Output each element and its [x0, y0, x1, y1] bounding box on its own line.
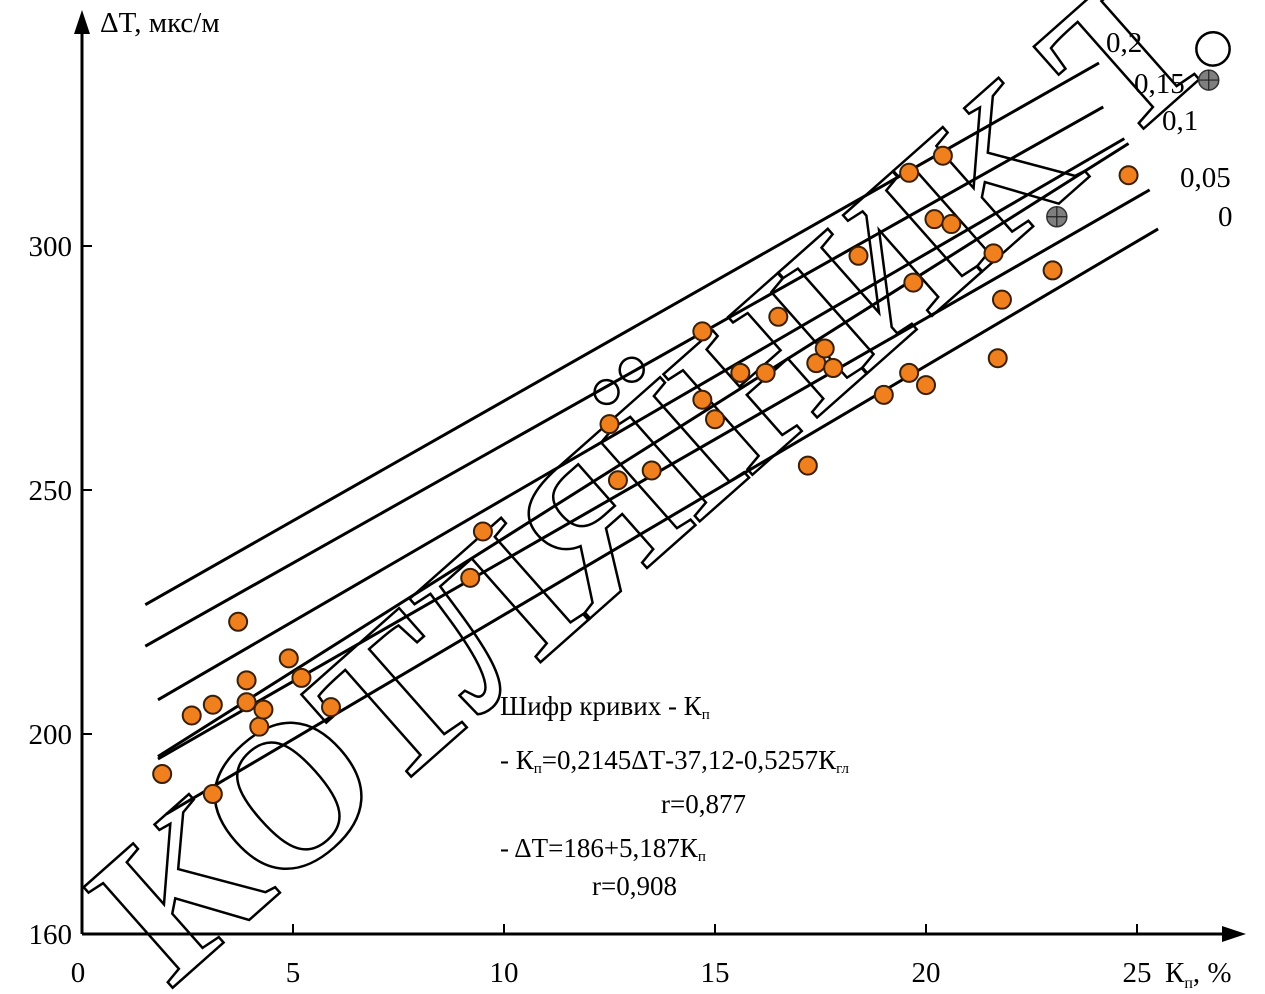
x-tick-label: 5: [286, 957, 301, 989]
curve-line: [157, 142, 1130, 758]
data-point: [705, 409, 725, 430]
curve-code-legend: Шифр кривих - Кп: [500, 691, 710, 723]
data-point: [291, 667, 312, 688]
chart-labels: ΔT, мкс/м Кп, %: [100, 7, 1232, 992]
data-point: [692, 321, 713, 342]
curve-label: 0,1: [1162, 105, 1198, 137]
data-point: [899, 162, 920, 183]
data-point: [320, 697, 341, 718]
curve-line: [144, 105, 1104, 648]
data-point: [814, 338, 835, 359]
data-point: [941, 214, 962, 235]
outlier-point: [1197, 69, 1220, 91]
curve-line: [157, 137, 1126, 702]
curve-label: 0,15: [1134, 68, 1185, 100]
x-tick-label: 10: [490, 957, 519, 989]
data-point: [1042, 260, 1063, 281]
data-point: [460, 567, 481, 588]
data-point: [181, 705, 202, 726]
data-point: [987, 348, 1008, 369]
data-points: [152, 69, 1220, 804]
porosity-regression-formula: - Кп=0,2145ΔТ-37,12-0,5257Кгл: [500, 745, 849, 777]
data-point: [983, 243, 1004, 264]
data-point: [873, 384, 894, 405]
curve-label: 0: [1218, 201, 1233, 233]
data-point: [472, 521, 493, 542]
x-tick-label: 25: [1123, 957, 1152, 989]
data-point: [249, 716, 270, 737]
data-point: [932, 145, 953, 166]
data-point: [202, 694, 223, 715]
data-point: [924, 209, 945, 230]
x-tick-label: 0: [71, 957, 86, 989]
correlation-coefficient-2: r=0,908: [592, 871, 677, 901]
data-point: [607, 470, 628, 491]
data-point: [236, 670, 257, 691]
y-tick-label: 300: [29, 231, 73, 263]
x-axis-arrow: [1222, 926, 1246, 942]
axis-ticks: 0 5 10 15 20 25 160 200 250 300: [29, 231, 1152, 989]
data-point: [278, 648, 299, 669]
data-point: [916, 375, 936, 396]
data-point: [899, 362, 920, 383]
interval-time-regression-formula: - ΔТ=186+5,187Кп: [500, 833, 706, 865]
data-point: [253, 699, 274, 720]
y-axis-label: ΔT, мкс/м: [100, 7, 220, 39]
data-point: [797, 455, 818, 476]
data-point: [202, 784, 223, 804]
curve-label: 0,2: [1106, 27, 1142, 59]
data-point: [692, 389, 713, 410]
data-point: [152, 764, 173, 784]
y-tick-label: 160: [29, 919, 73, 951]
data-point: [228, 611, 249, 632]
chart-axes: [74, 10, 1246, 942]
data-point: [641, 460, 662, 481]
x-axis-label: Кп, %: [1165, 957, 1232, 992]
data-point: [768, 306, 789, 327]
data-point: [991, 289, 1012, 310]
outlier-point: [1046, 205, 1068, 228]
data-point: [599, 414, 620, 435]
x-tick-label: 20: [912, 957, 941, 989]
data-point: [823, 358, 844, 378]
y-tick-label: 250: [29, 475, 73, 507]
y-tick-label: 200: [29, 719, 73, 751]
y-axis-arrow: [74, 10, 90, 34]
data-point: [236, 692, 257, 713]
data-point: [730, 362, 751, 383]
data-point: [755, 362, 776, 383]
data-point: [903, 272, 924, 293]
correlation-coefficient-1: r=0,877: [661, 789, 746, 819]
curve-label: 0,05: [1180, 162, 1231, 194]
data-point: [848, 245, 869, 266]
x-tick-label: 15: [701, 957, 730, 989]
data-point: [1118, 165, 1139, 186]
